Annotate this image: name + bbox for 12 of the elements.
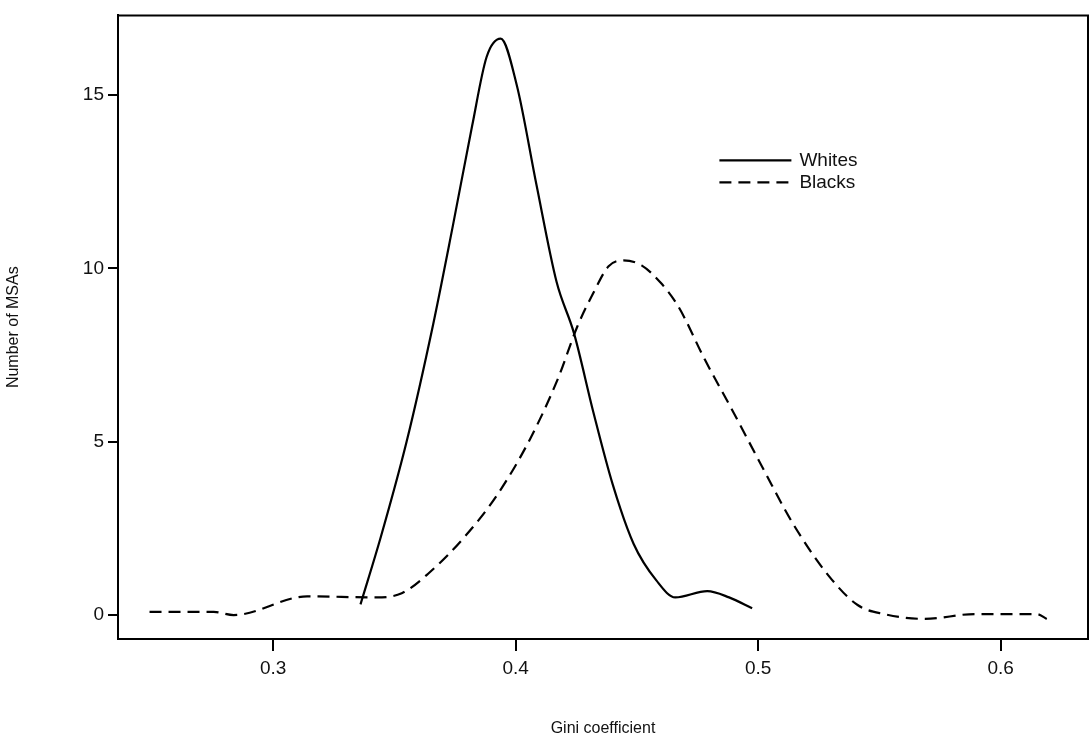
y-tick-label: 15 [82,83,104,105]
x-tick-label: 0.6 [987,656,1014,678]
y-axis-title: Number of MSAs [4,266,22,389]
y-tick-label: 5 [93,430,104,451]
x-tick-label: 0.4 [502,656,530,678]
x-tick-label: 0.3 [259,656,287,678]
x-tick-label: 0.5 [744,656,772,678]
legend-label: Whites [799,148,858,170]
y-tick-label: 10 [82,256,104,278]
y-tick-label: 0 [93,603,104,625]
legend-label: Blacks [799,170,856,192]
x-axis-title: Gini coefficient [550,718,656,736]
